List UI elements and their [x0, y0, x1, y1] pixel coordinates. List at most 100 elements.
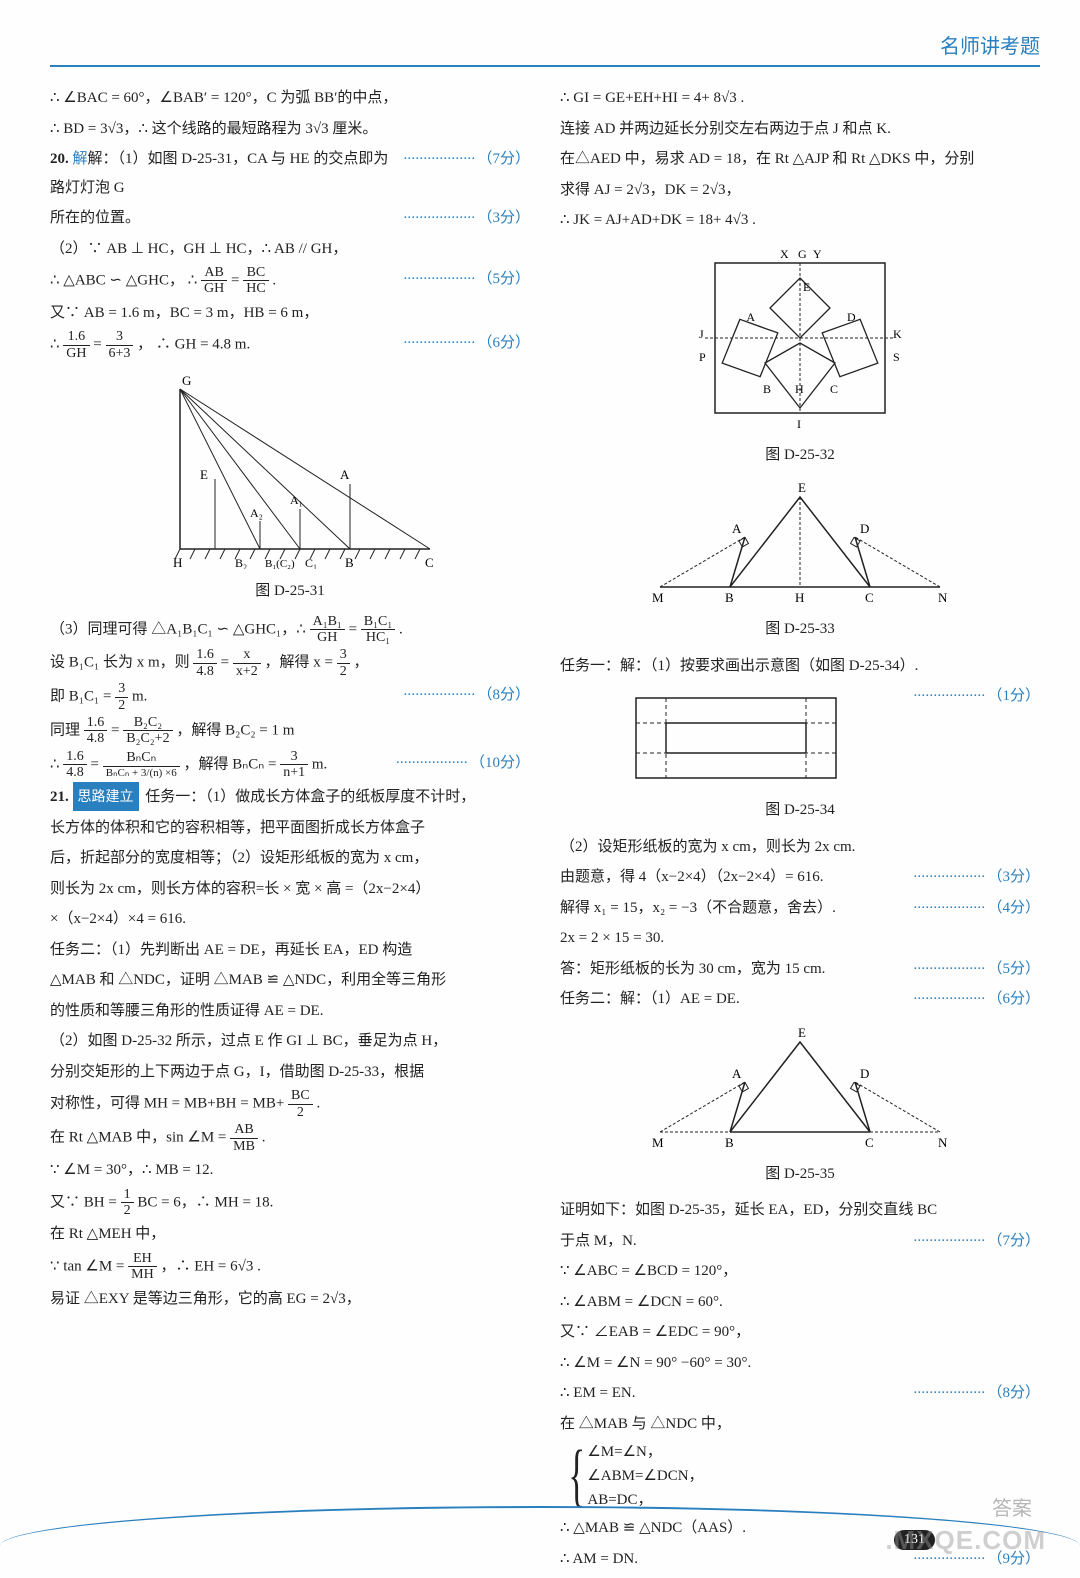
line: ∴ BD = 3√3，∴ 这个线路的最短路程为 3√3 厘米。 — [50, 115, 530, 144]
text: 解：（1）如图 D-25-31，CA 与 HE 的交点即为路灯灯泡 G — [50, 151, 388, 196]
score: （10分） — [395, 749, 530, 778]
score: （8分） — [913, 1379, 1040, 1408]
text: 解得 x₁ = 15，x₂ = −3（不合题意，舍去）. — [560, 900, 836, 916]
text: ∴ — [50, 337, 63, 353]
line: 设 B₁C₁ 长为 x m，则 1.64.8 = xx+2 ，解得 x = 32… — [50, 647, 530, 679]
text: m. — [132, 688, 147, 704]
text: ，∴ EH = 6√3 . — [160, 1258, 260, 1274]
score: （8分） — [403, 681, 530, 710]
line: 任务二：解：（1）AE = DE.（6分） — [560, 985, 1040, 1014]
line: 又∵ AB = 1.6 m，BC = 3 m，HB = 6 m， — [50, 299, 530, 328]
system: { ∠M=∠N， ∠ABM=∠DCN， AB=DC， — [560, 1440, 1040, 1512]
fig-caption: 图 D-25-32 — [560, 441, 1040, 470]
header-title: 名师讲考题 — [50, 30, 1040, 67]
svg-text:A₁: A₁ — [290, 493, 303, 507]
line: 又∵ ∠EAB = ∠EDC = 90°， — [560, 1318, 1040, 1347]
fig34-svg — [621, 688, 851, 788]
score: （3分） — [403, 204, 530, 233]
text: ， ∴ GH = 4.8 m. — [137, 337, 250, 353]
q-number: 21. — [50, 789, 69, 805]
fig35-svg: E A D M B C N — [640, 1022, 960, 1152]
line: ∵ ∠M = 30°，∴ MB = 12. — [50, 1156, 530, 1185]
q-number: 20. — [50, 151, 69, 167]
line: 易证 △EXY 是等边三角形，它的高 EG = 2√3， — [50, 1285, 530, 1314]
fig-caption: 图 D-25-31 — [50, 577, 530, 606]
line: 任务二：（1）先判断出 AE = DE，再延长 EA，ED 构造 — [50, 936, 530, 965]
line: ∴ △ABC ∽ △GHC， ∴ ABGH = BCHC . （5分） — [50, 265, 530, 297]
left-column: ∴ ∠BAC = 60°，∠BAB′ = 120°，C 为弧 BB′的中点， ∴… — [50, 82, 530, 1575]
line: ∴ GI = GE+EH+HI = 4+ 8√3 . — [560, 84, 1040, 113]
line: 的性质和等腰三角形的性质证得 AE = DE. — [50, 997, 530, 1026]
svg-text:B: B — [345, 555, 354, 569]
text: ∴ △ABC ∽ △GHC， ∴ — [50, 272, 201, 288]
svg-text:I: I — [797, 417, 801, 431]
line: ∴ EM = EN. （8分） — [560, 1379, 1040, 1408]
line: （3）同理可得 △A₁B₁C₁ ∽ △GHC₁，∴ A₁B₁GH = B₁C₁H… — [50, 614, 530, 646]
text: 答：矩形纸板的长为 30 cm，宽为 15 cm. — [560, 961, 825, 977]
line: （2）设矩形纸板的宽为 x cm，则长为 2x cm. — [560, 833, 1040, 862]
text: 所在的位置。 — [50, 210, 140, 226]
svg-text:E: E — [803, 280, 810, 294]
line: △MAB 和 △NDC，证明 △MAB ≌ △NDC，利用全等三角形 — [50, 966, 530, 995]
line: 证明如下：如图 D-25-35，延长 EA，ED，分别交直线 BC — [560, 1196, 1040, 1225]
svg-text:B₂: B₂ — [235, 556, 247, 569]
line: 任务一：解：（1）按要求画出示意图（如图 D-25-34）. — [560, 652, 1040, 681]
svg-text:M: M — [652, 1135, 664, 1150]
figure-d-25-32: X G Y E J A D K P S B H C I — [560, 243, 1040, 433]
text: ，解得 x = — [265, 655, 337, 671]
line: 2x = 2 × 15 = 30. — [560, 924, 1040, 953]
text: BC = 6，∴ MH = 18. — [137, 1194, 273, 1210]
text: 任务一：解：（1）按要求画出示意图（如图 D-25-34）. — [560, 658, 918, 674]
text: ∴ EM = EN. — [560, 1385, 636, 1401]
score: （7分） — [403, 145, 530, 174]
score: （6分） — [403, 329, 530, 358]
svg-text:C: C — [865, 1135, 874, 1150]
sys-line: ∠M=∠N， — [587, 1444, 662, 1460]
line: ∴ 1.64.8 = BₙCₙBₙCₙ + 3/(n) ×6 ，解得 BₙCₙ … — [50, 749, 530, 781]
text: ∴ — [50, 756, 63, 772]
text: 又∵ BH = — [50, 1194, 121, 1210]
svg-text:D: D — [860, 1066, 869, 1081]
line: 求得 AJ = 2√3，DK = 2√3， — [560, 176, 1040, 205]
svg-text:P: P — [699, 350, 706, 364]
svg-text:G: G — [798, 247, 807, 261]
line: ∴ ∠ABM = ∠DCN = 60°. — [560, 1288, 1040, 1317]
svg-text:B: B — [763, 382, 771, 396]
line: 在 △MAB 与 △NDC 中， — [560, 1410, 1040, 1439]
figure-d-25-31: G E A₂ A₁ A H B₂ B₁(C₂) C₁ B C — [50, 369, 530, 569]
line: 在 Rt △MAB 中，sin ∠M = ABMB . — [50, 1122, 530, 1154]
text: ∵ tan ∠M = — [50, 1258, 128, 1274]
line: 在△AED 中，易求 AD = 18，在 Rt △AJP 和 Rt △DKS 中… — [560, 145, 1040, 174]
text: . — [316, 1096, 320, 1112]
line: 于点 M，N.（7分） — [560, 1227, 1040, 1256]
score: （5分） — [403, 265, 530, 294]
svg-text:H: H — [795, 590, 804, 605]
svg-text:A₂: A₂ — [250, 506, 263, 520]
line: 又∵ BH = 12 BC = 6，∴ MH = 18. — [50, 1187, 530, 1219]
text: 于点 M，N. — [560, 1233, 637, 1249]
line: ∴ 1.6GH = 36+3 ， ∴ GH = 4.8 m. （6分） — [50, 329, 530, 361]
text: m. — [312, 756, 327, 772]
watermark-url: .MXQE.COM — [885, 1525, 1046, 1556]
svg-text:B: B — [725, 590, 734, 605]
fig-caption: 图 D-25-34 — [560, 796, 1040, 825]
svg-text:A: A — [732, 1066, 742, 1081]
line: （2）如图 D-25-32 所示，过点 E 作 GI ⊥ BC，垂足为点 H， — [50, 1027, 530, 1056]
svg-text:X: X — [780, 247, 789, 261]
svg-text:D: D — [860, 521, 869, 536]
svg-text:J: J — [699, 327, 704, 341]
text: 同理 — [50, 722, 84, 738]
svg-text:S: S — [893, 350, 900, 364]
score: （6分） — [913, 985, 1040, 1014]
svg-text:H: H — [173, 555, 182, 569]
line: 则长为 2x cm，则长方体的容积=长 × 宽 × 高 =（2x−2×4） — [50, 875, 530, 904]
text: ，解得 BₙCₙ = — [184, 756, 281, 772]
figure-d-25-35: E A D M B C N — [560, 1022, 1040, 1152]
svg-text:C: C — [865, 590, 874, 605]
columns: ∴ ∠BAC = 60°，∠BAB′ = 120°，C 为弧 BB′的中点， ∴… — [50, 82, 1040, 1575]
page: 名师讲考题 ∴ ∠BAC = 60°，∠BAB′ = 120°，C 为弧 BB′… — [0, 0, 1080, 1578]
svg-text:G: G — [182, 373, 191, 388]
svg-text:Y: Y — [813, 247, 822, 261]
score: （1分） — [913, 682, 1040, 711]
text: 任务一：（1）做成长方体盒子的纸板厚度不计时， — [145, 789, 475, 805]
